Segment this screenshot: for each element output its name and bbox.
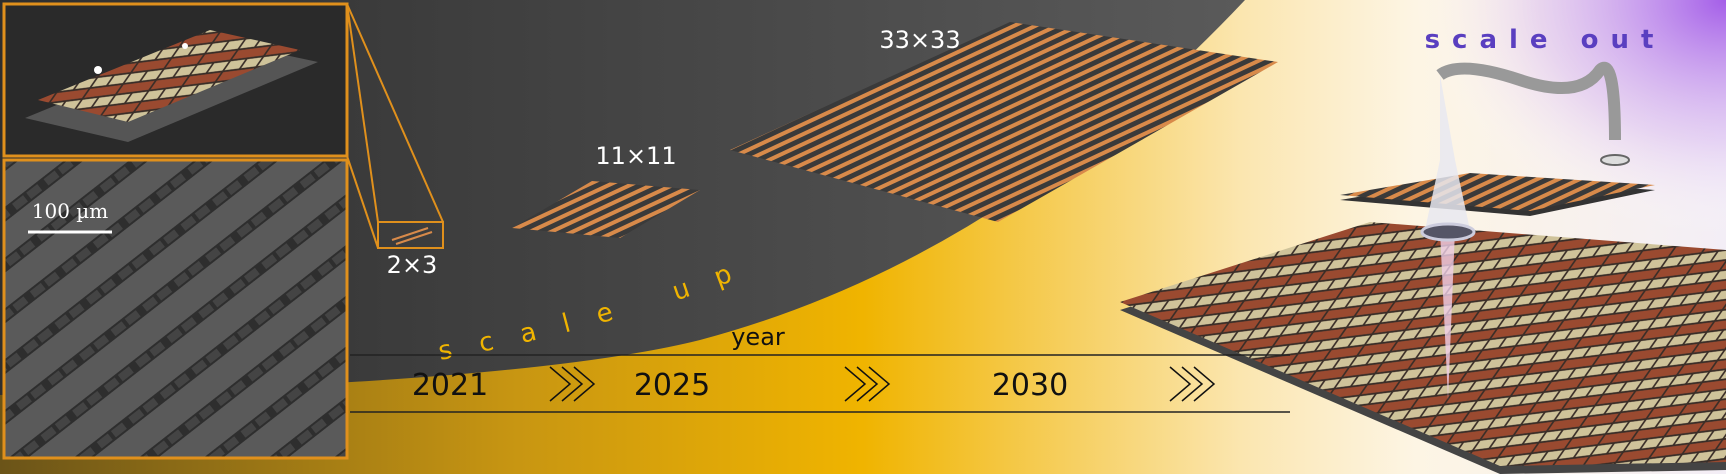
chevrons: [549, 366, 1216, 402]
beam: [1425, 75, 1470, 230]
year-label: 2030: [992, 368, 1068, 403]
lens: [1600, 154, 1630, 166]
array-label: 2×3: [387, 251, 438, 279]
ion: [94, 66, 102, 74]
zoom-line: [346, 3, 444, 223]
zoom-line: [346, 155, 379, 249]
beam: [1440, 230, 1455, 400]
ion: [182, 43, 188, 49]
chip-top: [38, 30, 300, 122]
array-2x3: [391, 227, 429, 241]
large-plate: [1120, 222, 1726, 466]
year-label: 2021: [412, 368, 488, 403]
small-plate: [1340, 173, 1655, 211]
array-label: 11×11: [595, 142, 676, 170]
zoom-line: [346, 3, 379, 223]
lens: [1420, 222, 1476, 242]
array-label: 33×33: [879, 26, 960, 54]
scale-bar-label: 100 µm: [32, 199, 109, 223]
scale-out-label: scale out: [1425, 25, 1666, 55]
micrograph: [2, 158, 349, 460]
fiber: [1436, 62, 1621, 141]
array-2x3: [395, 231, 433, 245]
zoom-box: [377, 221, 444, 249]
timeline-axis-label: year: [731, 323, 785, 351]
array-33x33: [730, 22, 1278, 222]
array-11x11: [512, 181, 700, 238]
year-label: 2025: [634, 368, 710, 403]
